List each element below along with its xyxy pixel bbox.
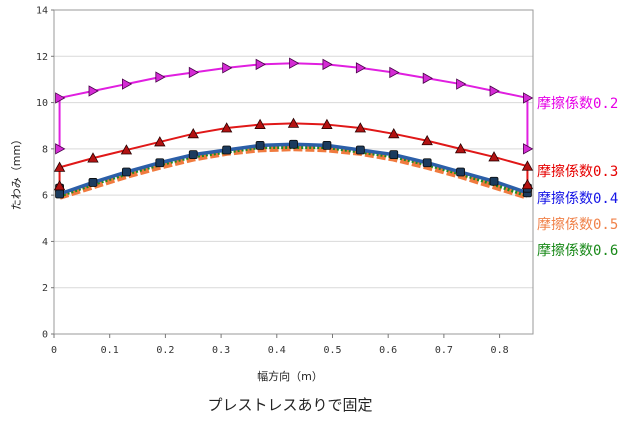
series-layer <box>53 57 534 200</box>
chart-caption: プレストレスありで固定 <box>207 396 372 414</box>
y-axis-title: たわみ（mm） <box>10 134 23 210</box>
series-5-label: 摩擦係数0.6 <box>537 242 618 259</box>
y-tick-label: 2 <box>42 283 48 294</box>
series-2-point-marker <box>120 144 133 155</box>
series-1-point-marker <box>255 58 266 71</box>
series-3-point-marker <box>322 140 332 150</box>
x-tick-label: 0 <box>51 345 57 356</box>
series-3-point-marker <box>55 189 64 199</box>
series-2-point-marker <box>220 122 233 133</box>
series-1-point-marker <box>389 66 400 79</box>
y-tick-label: 0 <box>42 330 48 341</box>
x-tick-label: 0.5 <box>323 345 341 356</box>
series-1-point-marker <box>489 85 500 97</box>
series-2-point-marker <box>488 151 500 162</box>
series-3-point-marker <box>222 145 232 155</box>
series-1-point-marker <box>523 92 534 104</box>
series-2-point-marker <box>521 160 534 171</box>
series-1-point-marker <box>155 71 166 83</box>
series-3-point-marker <box>188 150 198 160</box>
series-2-point-marker <box>454 143 467 154</box>
series-1-line <box>58 62 529 149</box>
series-2-point-marker <box>187 127 199 139</box>
y-axis-ticks: 0 2 4 6 8 10 12 14 <box>36 6 54 341</box>
series-2-point-marker <box>354 122 367 133</box>
series-3-point-marker <box>155 158 165 168</box>
series-2-point-marker <box>421 134 433 146</box>
series-1-label: 摩擦係数0.2 <box>537 95 618 112</box>
series-1-point-marker <box>456 78 467 90</box>
y-tick-label: 12 <box>36 52 48 63</box>
series-4-label: 摩擦係数0.5 <box>537 216 618 233</box>
series-1-point-marker <box>523 143 534 155</box>
x-tick-label: 0.7 <box>435 345 453 356</box>
series-3-point-marker <box>422 158 432 168</box>
series-3-point-marker <box>355 145 365 155</box>
series-2-label: 摩擦係数0.3 <box>537 163 618 180</box>
x-tick-label: 0.3 <box>212 345 230 356</box>
series-3-point-marker <box>255 140 265 150</box>
x-tick-label: 0.4 <box>268 345 286 356</box>
plot-area-frame <box>53 9 534 335</box>
x-tick-label: 0.6 <box>379 345 397 356</box>
series-1-point-marker <box>188 66 200 79</box>
y-tick-label: 4 <box>42 237 48 248</box>
series-2-point-marker <box>87 152 99 163</box>
series-2-point-marker <box>287 117 300 128</box>
x-axis-ticks: 0 0.1 0.2 0.3 0.4 0.5 0.6 0.7 0.8 <box>51 334 509 356</box>
series-3-point-marker <box>88 178 98 187</box>
series-3-point-marker <box>389 150 399 160</box>
series-2-point-marker <box>154 136 166 147</box>
series-1-point-marker <box>55 92 66 104</box>
series-2-point-marker <box>321 118 333 129</box>
y-tick-label: 14 <box>36 6 48 17</box>
series-3-point-marker <box>122 167 131 177</box>
series-labels: 摩擦係数0.2 摩擦係数0.3 摩擦係数0.4 摩擦係数0.5 摩擦係数0.6 <box>537 95 618 259</box>
series-2-point-marker <box>254 118 266 129</box>
series-2-point-marker <box>521 178 534 190</box>
series-1-point-marker <box>55 143 66 155</box>
x-axis-title: 幅方向（m） <box>257 369 323 383</box>
y-tick-label: 10 <box>36 98 48 109</box>
series-1-point-marker <box>422 72 433 84</box>
series-1-point-marker <box>322 58 333 71</box>
series-1-point-marker <box>355 62 367 74</box>
series-1-point-marker <box>222 62 233 74</box>
series-3-label: 摩擦係数0.4 <box>537 190 618 207</box>
y-tick-label: 6 <box>42 191 48 202</box>
y-tick-label: 8 <box>42 144 48 155</box>
series-3-point-marker <box>289 139 298 149</box>
x-tick-label: 0.8 <box>491 345 509 356</box>
series-2-point-marker <box>53 161 66 172</box>
series-1-point-marker <box>122 78 133 90</box>
series-3-point-marker <box>489 176 499 186</box>
series-2-point-marker <box>388 127 400 139</box>
x-tick-label: 0.2 <box>156 345 174 356</box>
x-tick-label: 0.1 <box>101 345 119 356</box>
series-3-point-marker <box>456 167 465 177</box>
series-1-point-marker <box>88 85 99 97</box>
series-2-point-marker <box>53 180 66 191</box>
series-1-point-marker <box>289 57 300 69</box>
